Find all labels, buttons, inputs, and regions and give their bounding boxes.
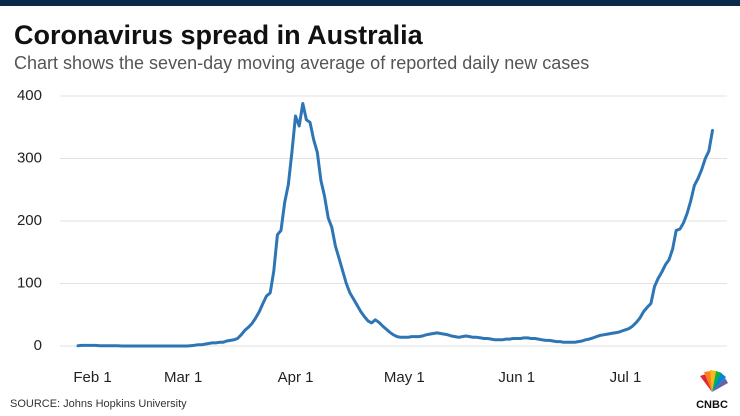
x-tick-label: Mar 1	[164, 369, 202, 386]
y-tick-label: 200	[17, 212, 42, 229]
series-line	[76, 102, 714, 348]
logo-text: CNBC	[696, 399, 728, 411]
logo: CNBC	[696, 370, 728, 411]
source: SOURCE: Johns Hopkins University	[10, 398, 187, 410]
chart-title: Coronavirus spread in Australia	[14, 20, 424, 50]
y-tick-label: 0	[34, 337, 42, 354]
logo-feather	[700, 374, 712, 392]
x-tick-label: Jul 1	[610, 369, 642, 386]
y-tick-label: 400	[17, 87, 42, 104]
logo-feather	[712, 378, 728, 392]
logo-feather	[712, 373, 726, 392]
top-bar	[0, 0, 740, 6]
logo-feather	[704, 371, 712, 392]
chart-subtitle: Chart shows the seven-day moving average…	[14, 53, 589, 73]
x-tick-label: Apr 1	[278, 369, 314, 386]
y-tick-label: 100	[17, 274, 42, 291]
x-tick-label: May 1	[384, 369, 425, 386]
y-tick-label: 300	[17, 149, 42, 166]
x-tick-label: Feb 1	[73, 369, 111, 386]
x-tick-label: Jun 1	[498, 369, 535, 386]
logo-feather	[710, 370, 716, 392]
